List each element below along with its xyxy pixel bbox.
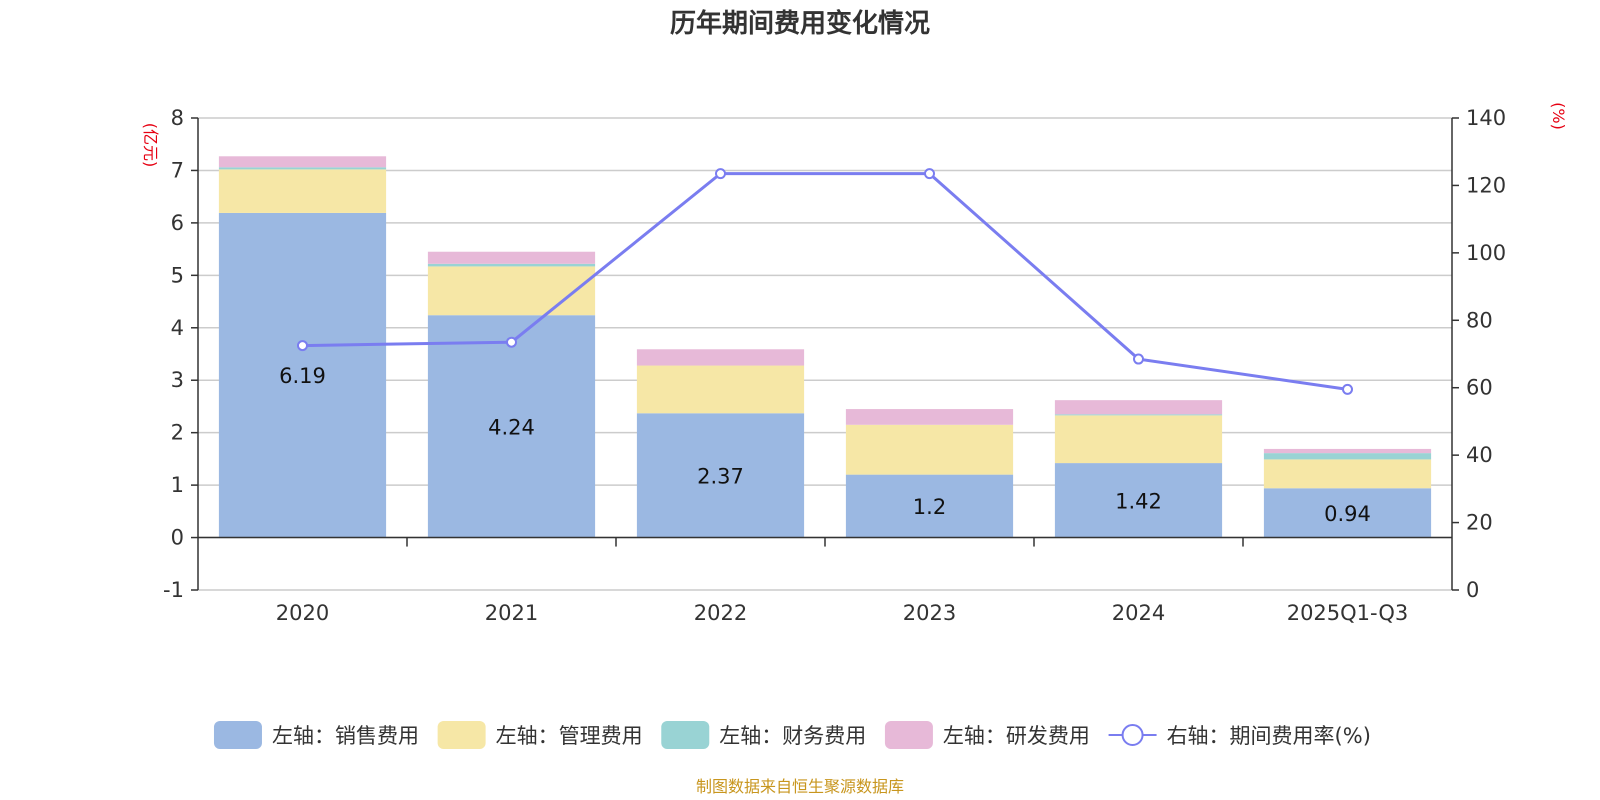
bar-segment	[845, 424, 1014, 475]
bar-segment	[1263, 448, 1432, 454]
bar-segment	[636, 349, 805, 366]
legend-label: 左轴：研发费用	[943, 724, 1090, 748]
left-axis-tick-label: 7	[171, 158, 184, 182]
source-note: 制图数据来自恒生聚源数据库	[696, 777, 904, 796]
rate-point	[924, 168, 935, 180]
right-axis-tick-label: 60	[1466, 376, 1493, 400]
legend-label: 左轴：财务费用	[719, 724, 866, 748]
legend-marker	[1121, 724, 1144, 746]
x-axis-tick-label: 2024	[1112, 601, 1165, 625]
x-axis-tick-label: 2021	[485, 601, 538, 625]
left-axis-tick-label: 4	[171, 316, 184, 340]
bar-segment	[218, 156, 387, 168]
bar-segment	[845, 409, 1014, 425]
right-axis-tick-label: 100	[1466, 241, 1506, 265]
left-axis-tick-label: -1	[163, 578, 184, 602]
rate-point	[1342, 383, 1353, 395]
bar-data-label: 1.2	[913, 495, 946, 519]
bar-segment	[1263, 459, 1432, 489]
bar-data-label: 1.42	[1115, 489, 1162, 513]
bar-data-label: 0.94	[1324, 502, 1371, 526]
bar-segment	[218, 167, 387, 170]
bar-segment	[1054, 400, 1223, 415]
bar-segment	[1054, 414, 1223, 416]
right-axis-tick-label: 120	[1466, 173, 1506, 197]
legend: 左轴：销售费用 左轴：管理费用 左轴：财务费用 左轴：研发费用 右轴：期间费用率(%)	[213, 721, 1371, 749]
left-axis-tick-label: 3	[171, 368, 184, 392]
bar-segment	[427, 251, 596, 264]
right-axis-tick-label: 40	[1466, 443, 1493, 467]
left-axis-tick-label: 8	[171, 106, 184, 130]
rate-line	[297, 168, 1353, 395]
left-axis-tick-label: 1	[171, 473, 184, 497]
bar-segment	[218, 169, 387, 213]
x-axis-tick-label: 2022	[694, 601, 747, 625]
chart-title: 历年期间费用变化情况	[670, 8, 930, 39]
bar-segment	[218, 212, 387, 538]
x-axis-tick-label: 2025Q1-Q3	[1287, 601, 1409, 625]
bar-segment	[636, 413, 805, 538]
bar-segment	[1263, 488, 1432, 538]
right-axis-tick-label: 140	[1466, 106, 1506, 130]
rate-point	[506, 336, 517, 348]
bar-segment	[636, 365, 805, 414]
legend-label: 左轴：管理费用	[496, 724, 643, 748]
rate-point	[1133, 353, 1144, 365]
legend-swatch	[437, 721, 486, 749]
x-axis-tick-label: 2020	[276, 601, 329, 625]
rate-point	[715, 168, 726, 180]
bar-data-label: 6.19	[279, 364, 326, 388]
right-axis-unit: (%)	[1549, 102, 1568, 130]
legend-swatch	[213, 721, 262, 749]
bar-data-label: 2.37	[697, 464, 744, 488]
legend-swatch	[884, 721, 933, 749]
bars	[218, 156, 1432, 538]
left-axis-tick-label: 5	[171, 263, 184, 287]
bar-segment	[845, 474, 1014, 538]
left-axis-tick-label: 2	[171, 421, 184, 445]
legend-swatch	[661, 721, 710, 749]
bar-segment	[1263, 453, 1432, 460]
right-axis-tick-label: 20	[1466, 511, 1493, 535]
bar-segment	[427, 315, 596, 538]
left-axis-tick-label: 0	[171, 526, 184, 550]
legend-label: 右轴：期间费用率(%)	[1167, 724, 1371, 748]
legend-label: 左轴：销售费用	[272, 724, 419, 748]
rate-point	[297, 340, 308, 352]
x-axis-tick-label: 2023	[903, 601, 956, 625]
bar-segment	[427, 263, 596, 267]
data-labels: 6.19 4.24 2.37 1.2 1.42 0.94	[279, 364, 1371, 526]
bar-segment	[1054, 463, 1223, 538]
left-axis-tick-label: 6	[171, 211, 184, 235]
left-axis-unit: (亿元)	[141, 123, 160, 168]
right-axis-tick-label: 0	[1466, 578, 1479, 602]
right-axis-tick-label: 80	[1466, 308, 1493, 332]
bar-segment	[1054, 415, 1223, 464]
rate-line-path	[302, 172, 1348, 391]
bar-segment	[427, 266, 596, 316]
bar-data-label: 4.24	[488, 415, 535, 439]
